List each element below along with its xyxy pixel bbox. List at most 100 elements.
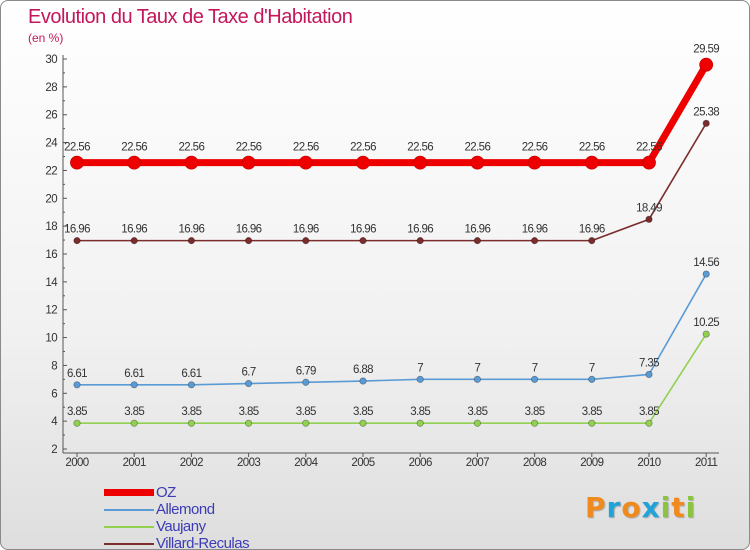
logo-letter: t bbox=[671, 491, 686, 524]
y-tick-label: 10 bbox=[45, 333, 57, 345]
data-point bbox=[302, 419, 310, 427]
y-tick-label: 12 bbox=[45, 305, 57, 317]
data-point bbox=[473, 237, 481, 245]
legend-item-oz: OZ bbox=[104, 484, 304, 501]
x-tick-label: 2004 bbox=[294, 457, 318, 469]
data-point bbox=[184, 155, 199, 170]
legend: OZ Allemond Vaujany Villard-Reculas bbox=[104, 484, 304, 550]
data-label: 16.96 bbox=[407, 224, 433, 236]
data-point bbox=[642, 155, 656, 170]
data-point bbox=[127, 155, 142, 170]
data-point bbox=[245, 419, 253, 427]
y-tick-label: 22 bbox=[45, 165, 57, 177]
x-tick-label: 2008 bbox=[523, 457, 546, 469]
data-point bbox=[359, 237, 367, 245]
series-line-allemond bbox=[76, 273, 708, 386]
data-label: 6.61 bbox=[124, 368, 144, 380]
data-label: 7.35 bbox=[639, 357, 659, 369]
legend-item-villard-reculas: Villard-Reculas bbox=[104, 535, 304, 550]
data-point bbox=[473, 419, 481, 427]
x-tick-label: 2003 bbox=[237, 457, 260, 469]
y-tick-label: 8 bbox=[51, 360, 57, 372]
data-label: 22.56 bbox=[636, 142, 662, 154]
logo-letter: P bbox=[585, 491, 607, 524]
data-point bbox=[413, 155, 428, 170]
data-point bbox=[302, 237, 310, 245]
data-point bbox=[530, 375, 539, 383]
data-point bbox=[73, 237, 81, 245]
x-tick-label: 2009 bbox=[580, 457, 603, 469]
data-point bbox=[470, 155, 485, 170]
data-point bbox=[298, 155, 313, 170]
series-line-vaujany bbox=[76, 333, 708, 425]
data-label: 3.85 bbox=[410, 406, 430, 418]
data-label: 16.96 bbox=[293, 224, 319, 236]
x-tick-label: 2005 bbox=[351, 457, 374, 469]
data-label: 3.85 bbox=[639, 406, 659, 418]
x-tick-label: 2010 bbox=[637, 457, 660, 469]
legend-swatch bbox=[104, 543, 154, 545]
data-label: 22.56 bbox=[64, 142, 90, 154]
data-point bbox=[416, 375, 424, 383]
data-label: 3.85 bbox=[239, 406, 259, 418]
legend-swatch bbox=[104, 526, 154, 528]
data-label: 16.96 bbox=[64, 224, 90, 236]
data-point bbox=[245, 237, 253, 245]
chart-title: Evolution du Taux de Taxe d'Habitation bbox=[28, 6, 353, 28]
legend-label: Villard-Reculas bbox=[156, 535, 250, 550]
data-label: 22.56 bbox=[522, 142, 548, 154]
y-axis-label: (en %) bbox=[28, 31, 64, 45]
data-label: 22.56 bbox=[350, 142, 376, 154]
data-point bbox=[702, 330, 710, 338]
data-point bbox=[473, 375, 481, 383]
data-point bbox=[530, 419, 539, 427]
data-label: 22.56 bbox=[121, 142, 147, 154]
y-tick-label: 18 bbox=[45, 221, 57, 233]
data-label: 22.56 bbox=[465, 142, 491, 154]
data-label: 3.85 bbox=[467, 406, 487, 418]
data-point bbox=[359, 419, 367, 427]
y-tick-label: 16 bbox=[45, 249, 57, 261]
y-tick-label: 26 bbox=[45, 110, 57, 122]
data-label: 3.85 bbox=[582, 406, 602, 418]
data-label: 22.56 bbox=[236, 142, 262, 154]
data-label: 7 bbox=[475, 362, 481, 374]
legend-label: Allemond bbox=[156, 501, 215, 518]
data-point bbox=[187, 381, 195, 389]
data-point bbox=[359, 377, 367, 385]
data-label: 3.85 bbox=[67, 406, 87, 418]
data-label: 3.85 bbox=[181, 406, 201, 418]
data-label: 22.56 bbox=[179, 142, 205, 154]
data-label: 18.49 bbox=[636, 202, 662, 214]
data-label: 3.85 bbox=[296, 406, 316, 418]
data-point bbox=[702, 119, 710, 127]
y-tick-label: 30 bbox=[45, 54, 57, 66]
x-tick-label: 2001 bbox=[123, 457, 146, 469]
data-label: 6.61 bbox=[67, 368, 87, 380]
logo-letter: x bbox=[641, 491, 661, 524]
logo-letter: r bbox=[606, 491, 622, 524]
y-tick-label: 6 bbox=[51, 388, 57, 400]
data-point bbox=[187, 419, 195, 427]
data-label: 16.96 bbox=[350, 224, 376, 236]
x-tick-label: 2011 bbox=[695, 457, 718, 469]
data-label: 25.38 bbox=[693, 106, 719, 118]
data-point bbox=[130, 237, 138, 245]
data-point bbox=[527, 155, 542, 170]
data-point bbox=[130, 381, 138, 389]
data-label: 16.96 bbox=[579, 224, 605, 236]
data-point bbox=[416, 237, 424, 245]
data-point bbox=[645, 370, 653, 379]
data-point bbox=[416, 419, 424, 427]
data-label: 14.56 bbox=[693, 257, 719, 269]
legend-swatch bbox=[104, 489, 154, 496]
data-point bbox=[645, 419, 653, 427]
legend-label: Vaujany bbox=[156, 518, 206, 535]
data-label: 3.85 bbox=[353, 406, 373, 418]
data-point bbox=[73, 419, 81, 427]
y-tick-label: 4 bbox=[51, 416, 58, 428]
data-label: 3.85 bbox=[124, 406, 144, 418]
legend-swatch bbox=[104, 509, 154, 511]
